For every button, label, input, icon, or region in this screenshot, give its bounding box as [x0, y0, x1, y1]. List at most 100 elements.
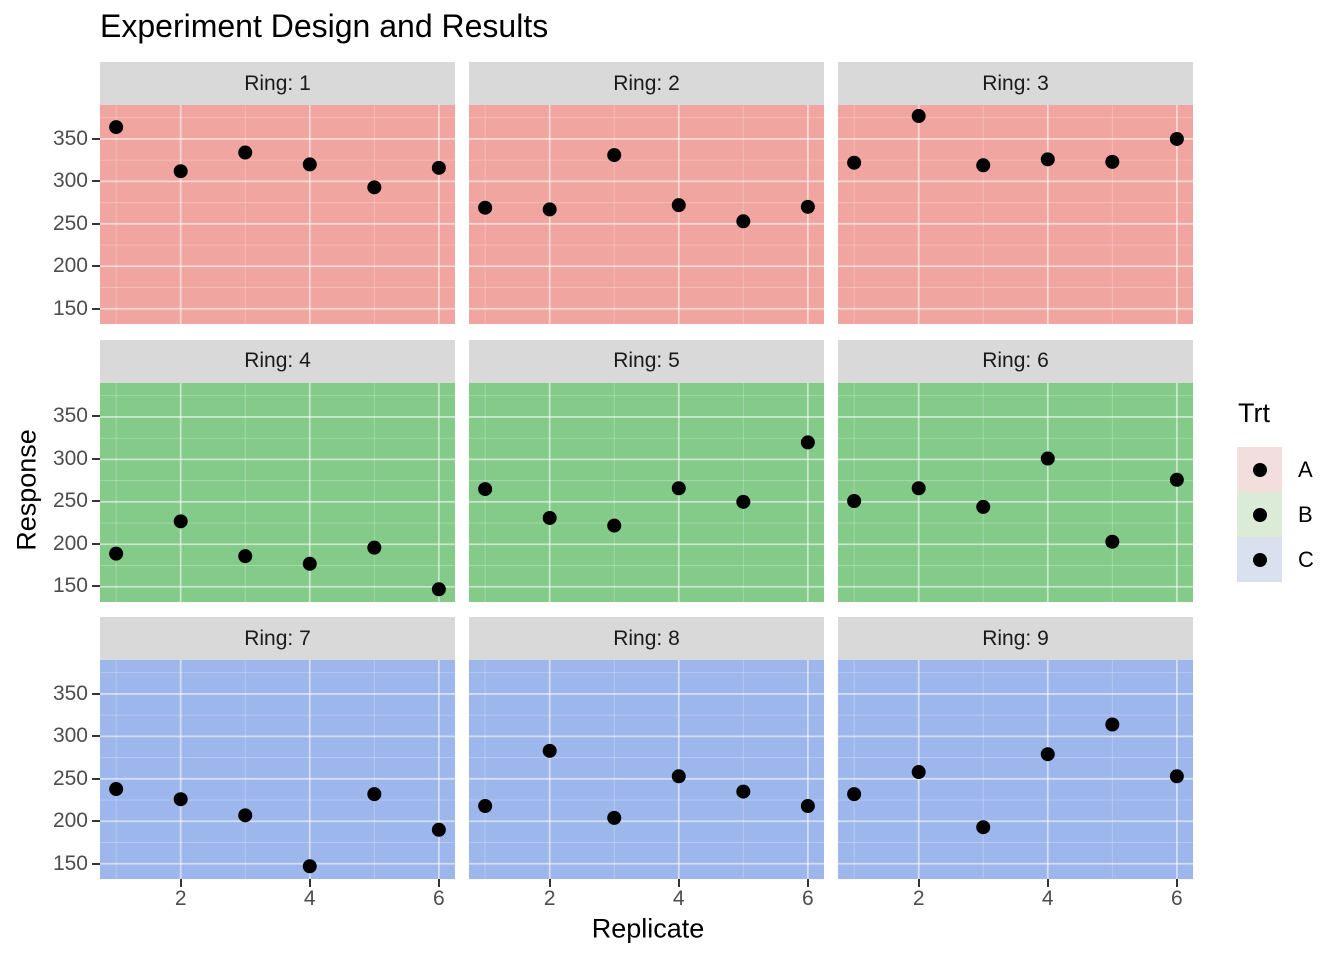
x-axis-title: Replicate [591, 913, 705, 944]
data-point [847, 155, 862, 170]
data-point [671, 769, 686, 784]
data-point [800, 199, 815, 214]
data-point [847, 493, 862, 508]
y-tick-label: 200 [52, 531, 88, 555]
data-point [1040, 451, 1055, 466]
y-tick-label: 150 [52, 574, 88, 598]
data-point [736, 784, 751, 799]
legend-point-icon [1252, 507, 1267, 522]
facet-strip: Ring: 8 [469, 617, 824, 660]
facet-panel [838, 660, 1193, 879]
y-tick-mark [92, 735, 100, 738]
y-tick-mark [92, 265, 100, 268]
facet-panel [469, 660, 824, 879]
facet-strip: Ring: 4 [100, 339, 455, 383]
panel-background [469, 105, 824, 324]
legend-key-label: C [1298, 546, 1314, 572]
y-tick-mark [92, 542, 100, 545]
y-tick-label: 300 [52, 446, 88, 470]
legend-key: C [1237, 537, 1314, 582]
data-point [976, 158, 991, 173]
data-point [109, 782, 124, 797]
facet-panel [469, 105, 824, 324]
data-point [302, 859, 317, 874]
legend-title: Trt [1238, 398, 1270, 428]
data-point [1040, 152, 1055, 167]
y-tick-mark [92, 585, 100, 588]
facet-strip: Ring: 3 [838, 62, 1193, 105]
x-tick-mark [1175, 879, 1178, 887]
data-point [1169, 131, 1184, 146]
x-tick-mark [308, 879, 311, 887]
y-tick-label: 250 [52, 211, 88, 235]
facet-strip: Ring: 5 [469, 339, 824, 383]
legend-point-icon [1252, 462, 1267, 477]
data-point [367, 787, 382, 802]
data-point [302, 157, 317, 172]
data-point [607, 810, 622, 825]
data-point [1169, 472, 1184, 487]
legend-key: B [1237, 492, 1313, 537]
x-tick-mark [437, 879, 440, 887]
x-tick-mark [548, 879, 551, 887]
data-point [976, 820, 991, 835]
panel-background [100, 660, 455, 879]
panel-background [838, 105, 1193, 324]
x-tick-label: 2 [543, 887, 556, 910]
facet-strip: Ring: 1 [100, 62, 455, 105]
x-tick-label: 4 [303, 887, 316, 910]
y-tick-mark [92, 307, 100, 310]
panel-background [838, 382, 1193, 602]
data-point [671, 480, 686, 495]
facet-panel [469, 382, 824, 602]
data-point [607, 148, 622, 163]
y-tick-mark [92, 222, 100, 225]
x-tick-label: 6 [1171, 887, 1183, 910]
data-point [478, 799, 493, 813]
y-tick-label: 250 [52, 766, 88, 790]
panel-background [469, 660, 824, 879]
data-point [367, 540, 382, 555]
data-point [607, 518, 622, 533]
data-point [173, 164, 188, 179]
data-point [367, 180, 382, 195]
x-tick-label: 4 [1041, 887, 1054, 910]
legend-key-label: A [1298, 456, 1313, 482]
data-point [800, 434, 815, 449]
facet-panel [838, 382, 1193, 602]
x-tick-label: 6 [802, 887, 814, 910]
y-tick-mark [92, 180, 100, 183]
data-point [671, 198, 686, 213]
data-point [847, 787, 862, 802]
x-tick-mark [179, 879, 182, 887]
y-tick-label: 350 [52, 126, 88, 150]
data-point [542, 510, 557, 525]
data-point [911, 765, 926, 780]
panel-background [100, 105, 455, 324]
data-point [1169, 769, 1184, 784]
y-tick-label: 200 [52, 254, 88, 278]
data-point [478, 481, 493, 496]
y-tick-mark [92, 500, 100, 503]
data-point [431, 822, 446, 837]
y-tick-label: 150 [52, 296, 88, 320]
data-point [431, 581, 446, 596]
facet-strip: Ring: 7 [100, 617, 455, 660]
x-tick-label: 2 [174, 887, 187, 910]
y-tick-mark [92, 820, 100, 823]
y-tick-mark [92, 457, 100, 460]
facet-strip: Ring: 6 [838, 339, 1193, 383]
y-tick-mark [92, 862, 100, 865]
data-point [238, 808, 253, 823]
y-tick-label: 250 [52, 489, 88, 513]
data-point [1105, 154, 1120, 169]
panel-background [469, 382, 824, 602]
data-point [109, 546, 124, 561]
legend-key-label: B [1298, 501, 1313, 527]
data-point [173, 513, 188, 528]
data-point [478, 200, 493, 215]
x-tick-label: 4 [672, 887, 685, 910]
data-point [302, 556, 317, 571]
y-tick-label: 300 [52, 169, 88, 193]
y-tick-mark [92, 415, 100, 418]
